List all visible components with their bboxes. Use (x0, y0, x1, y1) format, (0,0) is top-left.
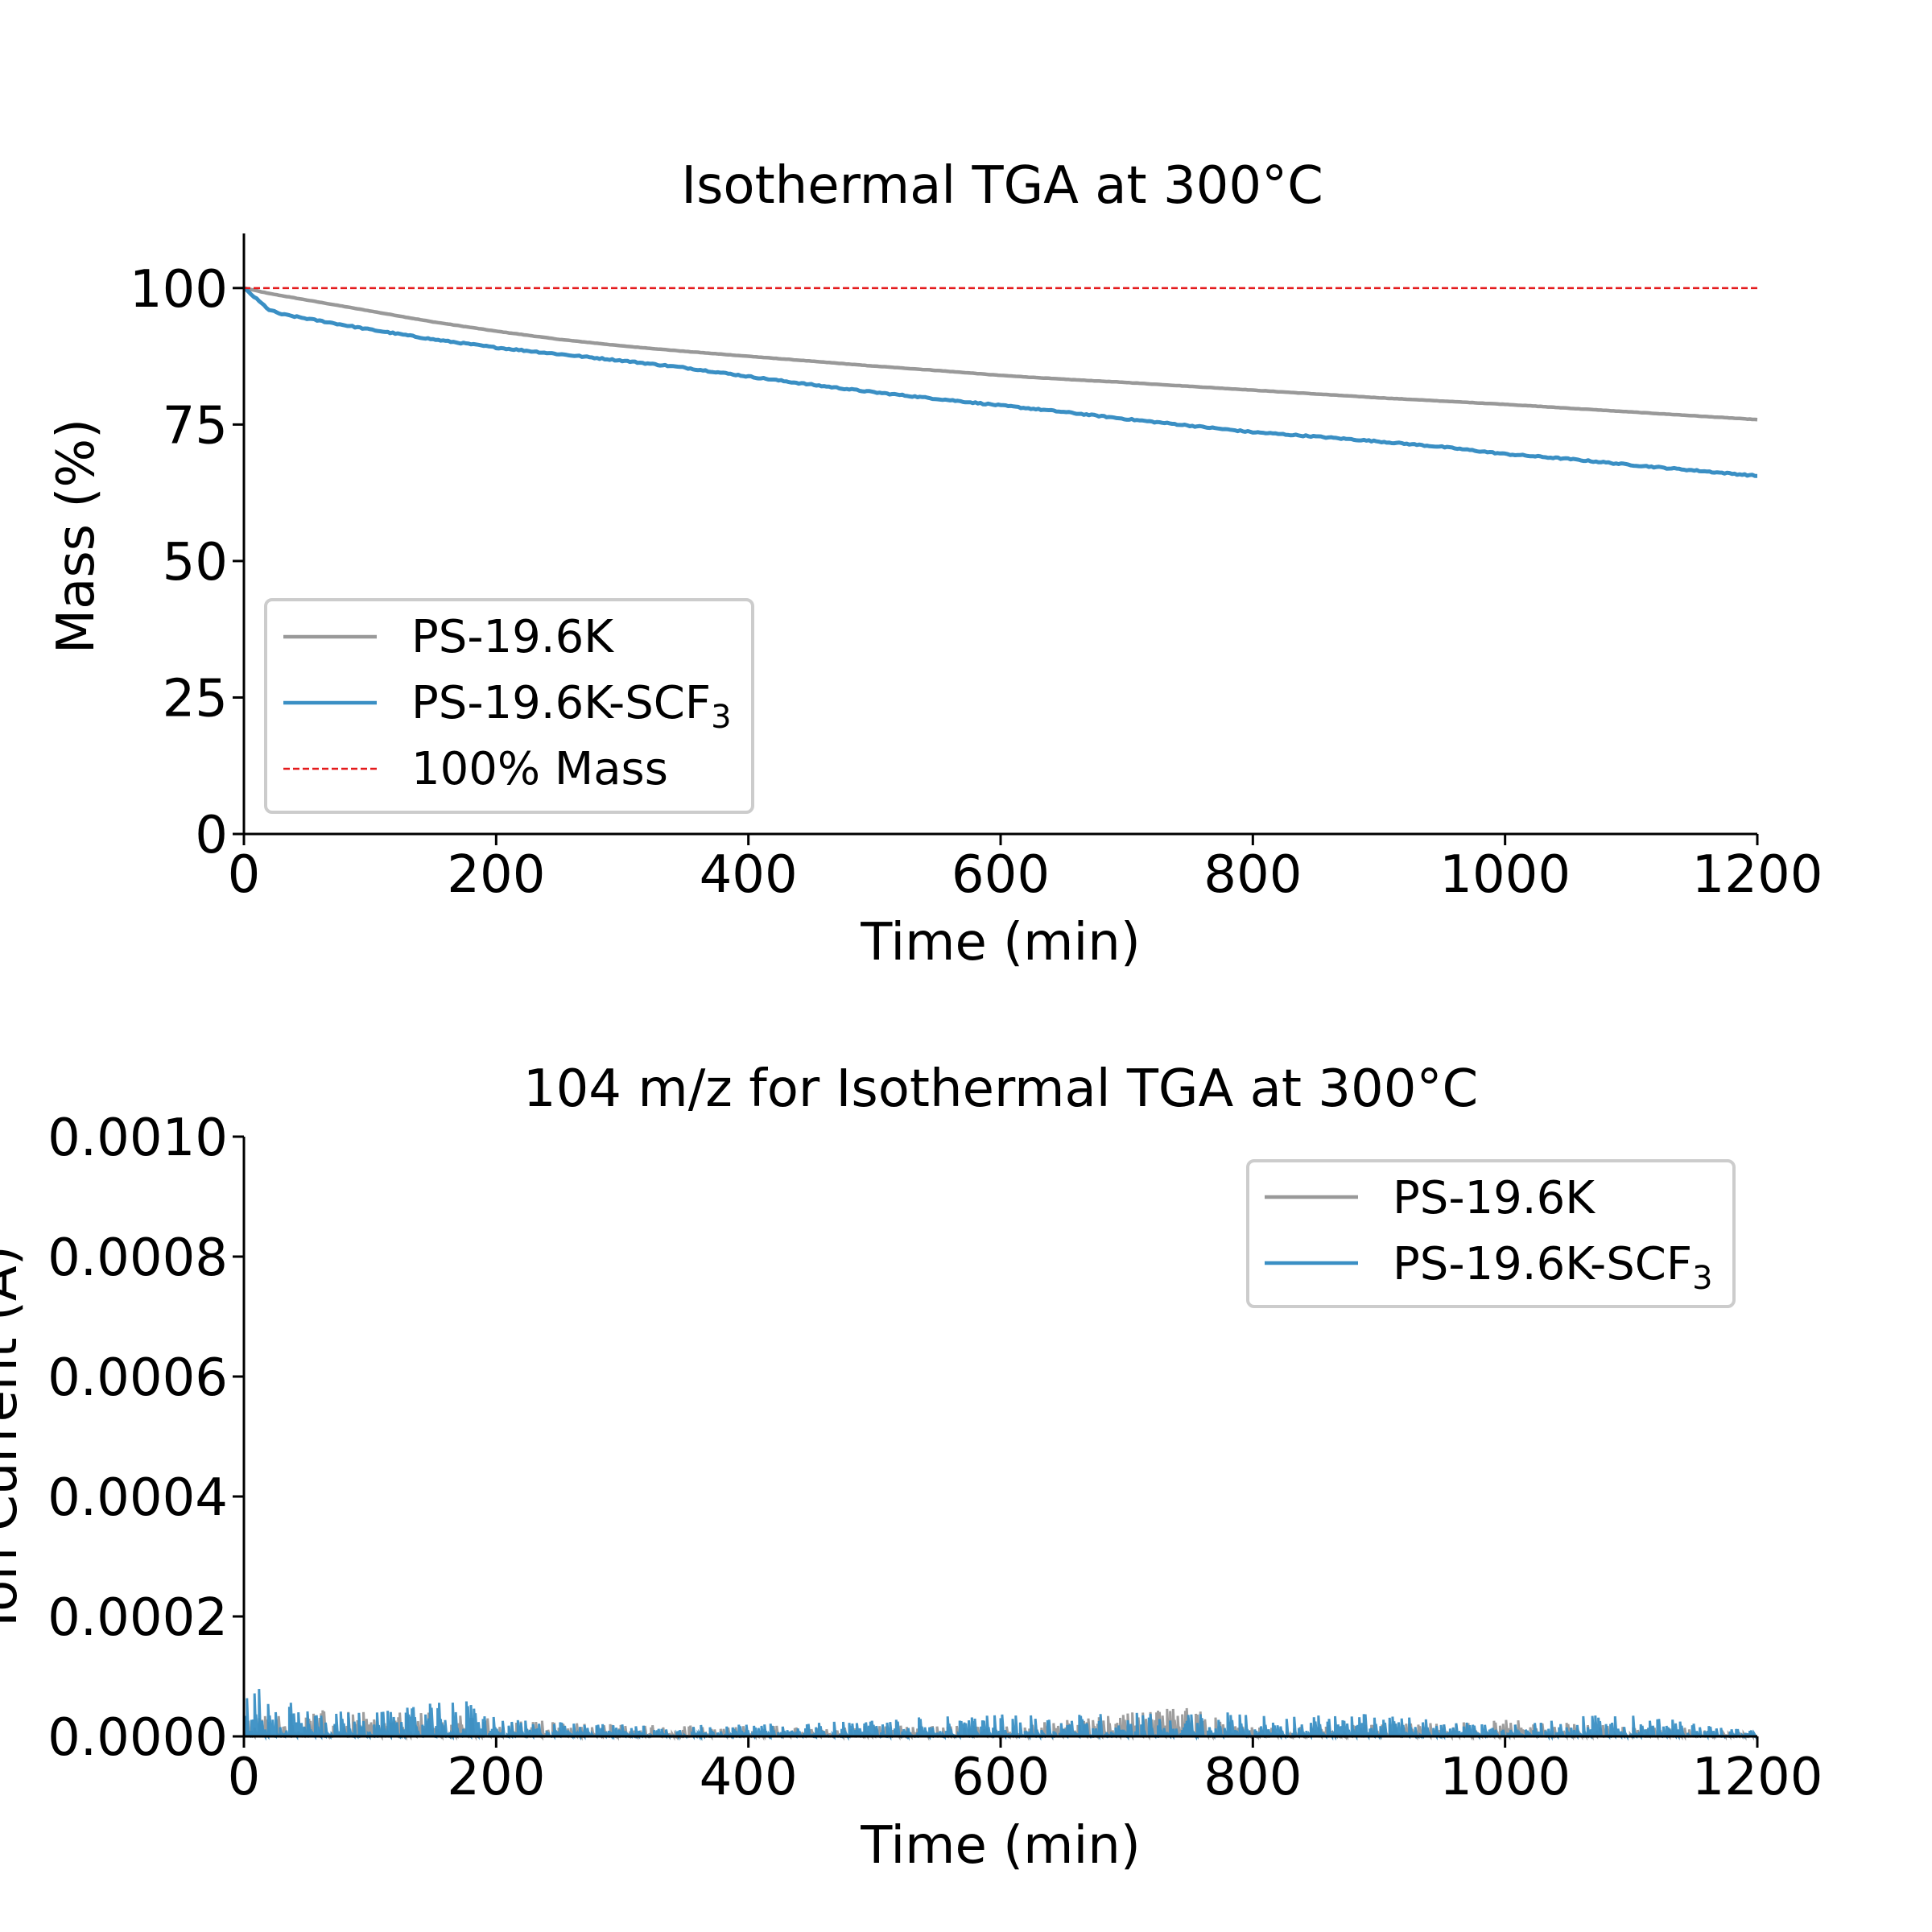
tga-series-group (242, 286, 1758, 478)
ms-x-tick-label: 800 (1203, 1748, 1302, 1807)
tga-y-axis-label: Mass (%) (47, 419, 106, 654)
ms-legend-frame (1246, 1159, 1736, 1308)
tga-panel: Isothermal TGA at 300°C 0 200 400 600 800 100… (47, 156, 1823, 972)
tga-x-axis-label: Time (min) (860, 913, 1141, 972)
ms-y-axis-label: Ion Current (A) (0, 1245, 29, 1626)
tga-series-1-line (242, 286, 1757, 478)
tga-legend-label-scf3: PS-19.6K-SCF3 (411, 677, 732, 736)
ms-panel: 104 m/z for Isothermal TGA at 300°C 0 200… (0, 1059, 1823, 1876)
ms-x-ticks: 0 200 400 600 800 1000 1200 (228, 1736, 1823, 1807)
ms-y-tick-label: 0.0008 (47, 1228, 228, 1288)
tga-legend: PS-19.6K PS-19.6K-SCF3 100% Mass (264, 598, 754, 814)
tga-x-tick-label: 600 (952, 845, 1050, 905)
ms-x-axis-label: Time (min) (860, 1816, 1141, 1876)
tga-series-0-line (243, 286, 1758, 422)
ms-x-tick-label: 0 (228, 1748, 261, 1807)
tga-x-tick-label: 0 (228, 845, 261, 905)
tga-x-tick-label: 200 (447, 845, 545, 905)
tga-x-tick-label: 800 (1203, 845, 1302, 905)
tga-y-tick-label: 100 (130, 260, 228, 320)
tga-legend-label-100-mass: 100% Mass (411, 743, 668, 795)
ms-series-group (242, 1689, 1757, 1741)
ms-series-1-line (242, 1689, 1757, 1741)
tga-title: Isothermal TGA at 300°C (681, 156, 1323, 216)
ms-x-tick-label: 200 (447, 1748, 545, 1807)
ms-y-tick-label: 0.0006 (47, 1348, 228, 1408)
tga-y-tick-label: 25 (163, 669, 228, 729)
ms-legend: PS-19.6K PS-19.6K-SCF3 (1246, 1159, 1736, 1308)
ms-x-tick-label: 1000 (1439, 1748, 1571, 1807)
tga-x-tick-label: 1200 (1692, 845, 1823, 905)
tga-x-tick-label: 400 (700, 845, 798, 905)
tga-y-tick-label: 50 (163, 533, 228, 592)
tga-y-tick-label: 0 (195, 806, 228, 865)
ms-x-tick-label: 1200 (1692, 1748, 1823, 1807)
ms-y-ticks: 0.0000 0.0002 0.0004 0.0006 0.0008 0.0010 (47, 1108, 244, 1768)
ms-y-tick-label: 0.0002 (47, 1588, 228, 1648)
ms-x-tick-label: 400 (700, 1748, 798, 1807)
ms-legend-label-scf3: PS-19.6K-SCF3 (1393, 1238, 1713, 1297)
ms-legend-label-ps: PS-19.6K (1393, 1172, 1596, 1224)
tga-y-tick-label: 75 (163, 396, 228, 456)
ms-title: 104 m/z for Isothermal TGA at 300°C (523, 1059, 1478, 1119)
tga-x-tick-label: 1000 (1439, 845, 1571, 905)
ms-y-tick-label: 0.0004 (47, 1468, 228, 1528)
ms-y-tick-label: 0.0000 (47, 1708, 228, 1768)
ms-y-tick-label: 0.0010 (47, 1108, 228, 1168)
ms-x-tick-label: 600 (952, 1748, 1050, 1807)
tga-legend-frame (264, 598, 754, 814)
tga-legend-label-ps: PS-19.6K (411, 611, 614, 663)
tga-y-ticks: 0 25 50 75 100 (130, 260, 244, 865)
tga-x-ticks: 0 200 400 600 800 1000 1200 (228, 834, 1823, 905)
